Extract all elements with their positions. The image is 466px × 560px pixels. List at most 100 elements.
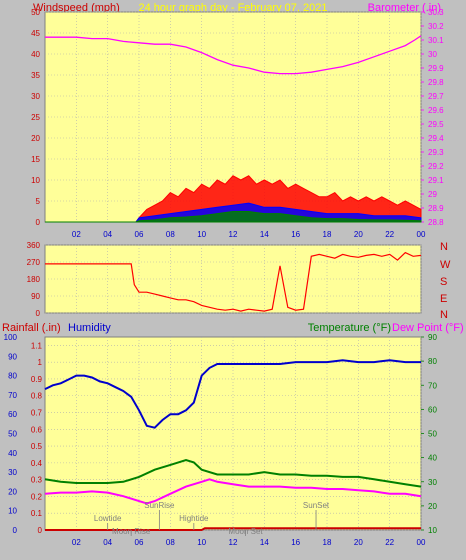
direction-tick-label: 270	[27, 258, 41, 267]
event-label: Lowtide	[94, 514, 122, 523]
x-tick-label-top: 20	[354, 230, 363, 239]
x-tick-label-top: 22	[385, 230, 394, 239]
barometer-tick-label: 29	[428, 190, 437, 199]
barometer-tick-label: 30.1	[428, 36, 444, 45]
x-tick-label-top: 04	[103, 230, 112, 239]
dewpoint-series	[44, 478, 422, 505]
event-layer: Lowtide SunRise Moon Rise Hightide Moon Set S…	[94, 501, 330, 536]
temperature-tick-label: 80	[428, 357, 437, 366]
rainfall-tick-label: 0.4	[31, 459, 43, 468]
temperature-series	[44, 458, 422, 488]
event-label: Moon Set	[228, 527, 263, 536]
x-tick-label-top: 16	[291, 230, 300, 239]
direction-tick-label: 90	[31, 292, 40, 301]
barometer-tick-label: 29.3	[428, 148, 444, 157]
x-tick-label-top: 12	[229, 230, 238, 239]
event-label: Hightide	[179, 514, 209, 523]
wind-tick-label: 50	[31, 8, 40, 17]
barometer-tick-label: 30.3	[428, 8, 444, 17]
x-tick-label-top: 02	[72, 230, 81, 239]
humidity-tick-label: 0	[13, 526, 18, 535]
humidity-tick-label: 20	[8, 487, 17, 496]
wind-tick-label: 0	[36, 218, 41, 227]
x-tick-label-bottom: 02	[72, 538, 81, 547]
x-tick-label-bottom: 10	[197, 538, 206, 547]
x-tick-label-top: 08	[166, 230, 175, 239]
wind-tick-label: 45	[31, 29, 40, 38]
compass-east: E	[440, 293, 447, 305]
humidity-tick-label: 30	[8, 468, 17, 477]
rainfall-tick-label: 0	[38, 526, 43, 535]
x-tick-label-top: 00	[417, 230, 426, 239]
x-tick-label-bottom: 16	[291, 538, 300, 547]
temperature-axis-title: Temperature (°F)	[308, 322, 391, 334]
rainfall-tick-label: 0.8	[31, 392, 43, 401]
compass-west: W	[440, 259, 451, 271]
x-tick-label-bottom: 20	[354, 538, 363, 547]
barometer-tick-label: 28.8	[428, 218, 444, 227]
compass-north-top: N	[440, 241, 448, 253]
barometer-tick-label: 29.1	[428, 176, 444, 185]
x-tick-label-bottom: 14	[260, 538, 269, 547]
rainfall-axis-title: Rainfall (.in)	[2, 322, 61, 334]
rainfall-tick-label: 0.3	[31, 476, 43, 485]
humidity-tick-label: 80	[8, 372, 17, 381]
rainfall-tick-label: 0.7	[31, 409, 43, 418]
barometer-tick-label: 29.6	[428, 106, 444, 115]
barometer-tick-label: 29.4	[428, 134, 444, 143]
temperature-tick-label: 40	[428, 454, 437, 463]
wind-tick-label: 25	[31, 113, 40, 122]
direction-tick-label: 180	[27, 275, 41, 284]
rainfall-tick-label: 1	[38, 358, 43, 367]
direction-tick-label: 360	[27, 241, 41, 250]
rainfall-tick-label: 0.2	[31, 492, 43, 501]
direction-tick-label: 0	[36, 309, 41, 318]
humidity-tick-label: 40	[8, 449, 17, 458]
wind-tick-label: 30	[31, 92, 40, 101]
wind-tick-label: 15	[31, 155, 40, 164]
x-tick-label-bottom: 00	[417, 538, 426, 547]
temperature-tick-label: 60	[428, 405, 437, 414]
series-layer	[44, 35, 422, 531]
rainfall-tick-label: 1.1	[31, 341, 43, 350]
compass-north-bottom: N	[440, 309, 448, 321]
x-tick-label-bottom: 06	[135, 538, 144, 547]
barometer-tick-label: 30	[428, 50, 437, 59]
compass-south: S	[440, 276, 447, 288]
event-label: SunRise	[144, 501, 175, 510]
rainfall-tick-label: 0.9	[31, 375, 43, 384]
rainfall-tick-label: 0.5	[31, 442, 43, 451]
temperature-tick-label: 90	[428, 333, 437, 342]
humidity-tick-label: 50	[8, 430, 17, 439]
humidity-tick-label: 60	[8, 410, 17, 419]
event-label: Moon Rise	[112, 527, 151, 536]
humidity-axis-title: Humidity	[68, 322, 111, 334]
barometer-series	[45, 35, 422, 75]
rainfall-series	[45, 527, 421, 531]
x-tick-label-top: 10	[197, 230, 206, 239]
barometer-tick-label: 29.7	[428, 92, 444, 101]
temperature-tick-label: 30	[428, 478, 437, 487]
wind-tick-label: 40	[31, 50, 40, 59]
wind-direction-series	[45, 251, 422, 312]
barometer-tick-label: 29.5	[428, 120, 444, 129]
graph-title: 24 hour graph day - February 07, 2021	[139, 2, 328, 14]
axis-layer: 0202040406060808101012121414161618182020…	[4, 8, 444, 547]
barometer-tick-label: 29.2	[428, 162, 444, 171]
x-tick-label-top: 14	[260, 230, 269, 239]
wind-low-series	[45, 211, 422, 223]
wind-tick-label: 5	[36, 197, 41, 206]
humidity-series	[44, 359, 421, 429]
rainfall-tick-label: 0.1	[31, 509, 43, 518]
humidity-tick-label: 90	[8, 352, 17, 361]
barometer-tick-label: 30.2	[428, 22, 444, 31]
wind-tick-label: 10	[31, 176, 40, 185]
temperature-tick-label: 10	[428, 526, 437, 535]
x-tick-label-top: 06	[135, 230, 144, 239]
windspeed-axis-title: Windspeed (mph)	[33, 2, 120, 14]
humidity-tick-label: 100	[4, 333, 18, 342]
rainfall-tick-label: 0.6	[31, 425, 43, 434]
x-tick-label-bottom: 18	[323, 538, 332, 547]
